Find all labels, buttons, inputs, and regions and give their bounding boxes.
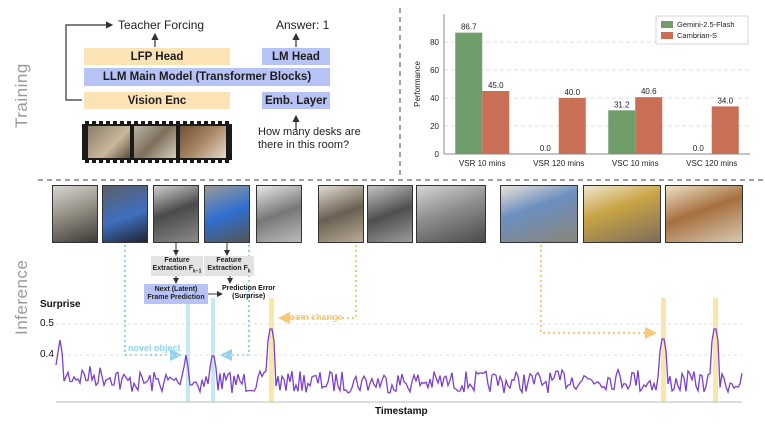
frame-thumb-5	[256, 185, 302, 243]
next-frame-prediction-box: Next (Latent) Frame Prediction	[144, 284, 208, 304]
feature-extraction-prev-line2: Extraction F	[152, 264, 193, 272]
chart-x-tick-3: VSC 120 mins	[686, 159, 737, 168]
highlight-band-novel-2	[211, 298, 215, 402]
bar-cambrian-s-1	[558, 98, 586, 154]
bar-value-label-0-0: 86.7	[461, 23, 477, 32]
novel-object-label: novel object	[128, 343, 181, 353]
highlight-band-room-2	[661, 298, 666, 402]
frame-thumb-10	[583, 185, 661, 243]
chart-legend	[655, 15, 749, 45]
answer-label: Answer: 1	[276, 18, 330, 32]
question-line-2: there in this room?	[258, 139, 350, 151]
bar-cambrian-s-0	[482, 91, 510, 154]
question-line-1: How many desks are	[258, 126, 361, 138]
feature-extraction-cur-line1: Feature	[216, 256, 242, 264]
bar-cambrian-s-2	[635, 97, 663, 154]
llm-main-model-label: LLM Main Model (Transformer Blocks)	[102, 71, 312, 83]
frame-thumb-11	[665, 185, 743, 243]
chart-x-tick-2: VSC 10 mins	[612, 159, 659, 168]
vision-enc-label: Vision Enc	[127, 94, 187, 107]
frame-thumb-8	[416, 185, 486, 243]
bar-gemini-2-5-flash-2	[608, 110, 636, 154]
lm-head-label: LM Head	[272, 50, 320, 63]
timestamp-axis-title: Timestamp	[375, 406, 428, 417]
feature-extraction-cur-box: Feature Extraction Fk	[204, 256, 254, 276]
next-frame-line2: Frame Prediction	[147, 294, 205, 301]
bar-value-label-1-2: 40.6	[641, 87, 657, 96]
bar-value-label-0-2: 31.2	[614, 100, 630, 109]
bar-value-label-1-1: 40.0	[564, 88, 580, 97]
llm-main-model-box: LLM Main Model (Transformer Blocks)	[84, 68, 330, 86]
chart-x-tick-1: VSR 120 mins	[533, 159, 584, 168]
legend-label-1: Cambrian-S	[677, 31, 717, 40]
highlight-band-novel-1	[186, 298, 190, 402]
prediction-error-label: Prediction Error (Surprise)	[222, 285, 275, 301]
chart-y-tick-0: 0	[435, 150, 440, 159]
lm-head-box: LM Head	[262, 48, 330, 65]
surprise-tick-0-4: 0.4	[40, 349, 54, 360]
vision-enc-box: Vision Enc	[84, 92, 230, 109]
frame-thumb-9	[500, 185, 578, 243]
emb-layer-label: Emb. Layer	[265, 94, 327, 107]
chart-y-tick-60: 60	[430, 66, 439, 75]
surprise-axis-title: Surprise	[40, 299, 81, 310]
next-frame-line1: Next (Latent)	[154, 286, 198, 293]
feature-extraction-prev-line1: Feature	[164, 256, 190, 264]
feature-extraction-prev-sub: k−1	[192, 268, 202, 275]
training-arrows	[65, 21, 300, 130]
bar-value-label-1-0: 45.0	[488, 81, 504, 90]
lfp-head-box: LFP Head	[84, 48, 230, 65]
highlight-band-room-3	[713, 298, 718, 402]
frame-thumb-3	[153, 185, 199, 243]
chart-y-tick-80: 80	[430, 38, 439, 47]
bar-gemini-2-5-flash-0	[455, 32, 483, 154]
surprise-series-line	[55, 328, 743, 395]
question-text: How many desks are there in this room?	[258, 126, 361, 152]
bar-value-label-0-3: 0.0	[693, 144, 705, 153]
chart-y-label: Performance	[413, 61, 422, 107]
lfp-head-label: LFP Head	[130, 50, 184, 63]
training-video-filmstrip	[82, 121, 232, 163]
frame-thumb-1	[52, 185, 98, 243]
legend-swatch-1	[661, 32, 673, 39]
bar-cambrian-s-3	[711, 106, 739, 154]
chart-y-tick-20: 20	[430, 122, 439, 131]
pred-error-line2: (Surprise)	[232, 293, 266, 300]
frame-thumb-6	[318, 185, 364, 243]
emb-layer-box: Emb. Layer	[262, 92, 330, 109]
teacher-forcing-label: Teacher Forcing	[118, 18, 205, 32]
pred-error-line1: Prediction Error	[222, 285, 276, 292]
surprise-tick-0-5: 0.5	[40, 318, 54, 329]
bar-value-label-0-1: 0.0	[540, 144, 552, 153]
feature-extraction-cur-line2: Extraction F	[207, 264, 248, 272]
bar-value-label-1-3: 34.0	[717, 96, 733, 105]
legend-label-0: Gemini-2.5-Flash	[677, 20, 735, 29]
feature-extraction-cur-sub: k	[247, 268, 251, 275]
chart-x-tick-0: VSR 10 mins	[459, 159, 506, 168]
feature-extraction-prev-box: Feature Extraction Fk−1	[151, 256, 203, 276]
legend-swatch-0	[661, 21, 673, 28]
room-change-label: room change	[286, 312, 343, 322]
frame-thumb-4	[204, 185, 250, 243]
performance-bar-chart: 0 20 40 60 80 Performance 86.7 45.0 VSR 10 mins 0…	[413, 14, 750, 168]
frame-thumb-7	[367, 185, 413, 243]
chart-y-tick-40: 40	[430, 94, 439, 103]
frame-thumb-2	[102, 185, 148, 243]
highlight-band-room-1	[269, 298, 274, 402]
